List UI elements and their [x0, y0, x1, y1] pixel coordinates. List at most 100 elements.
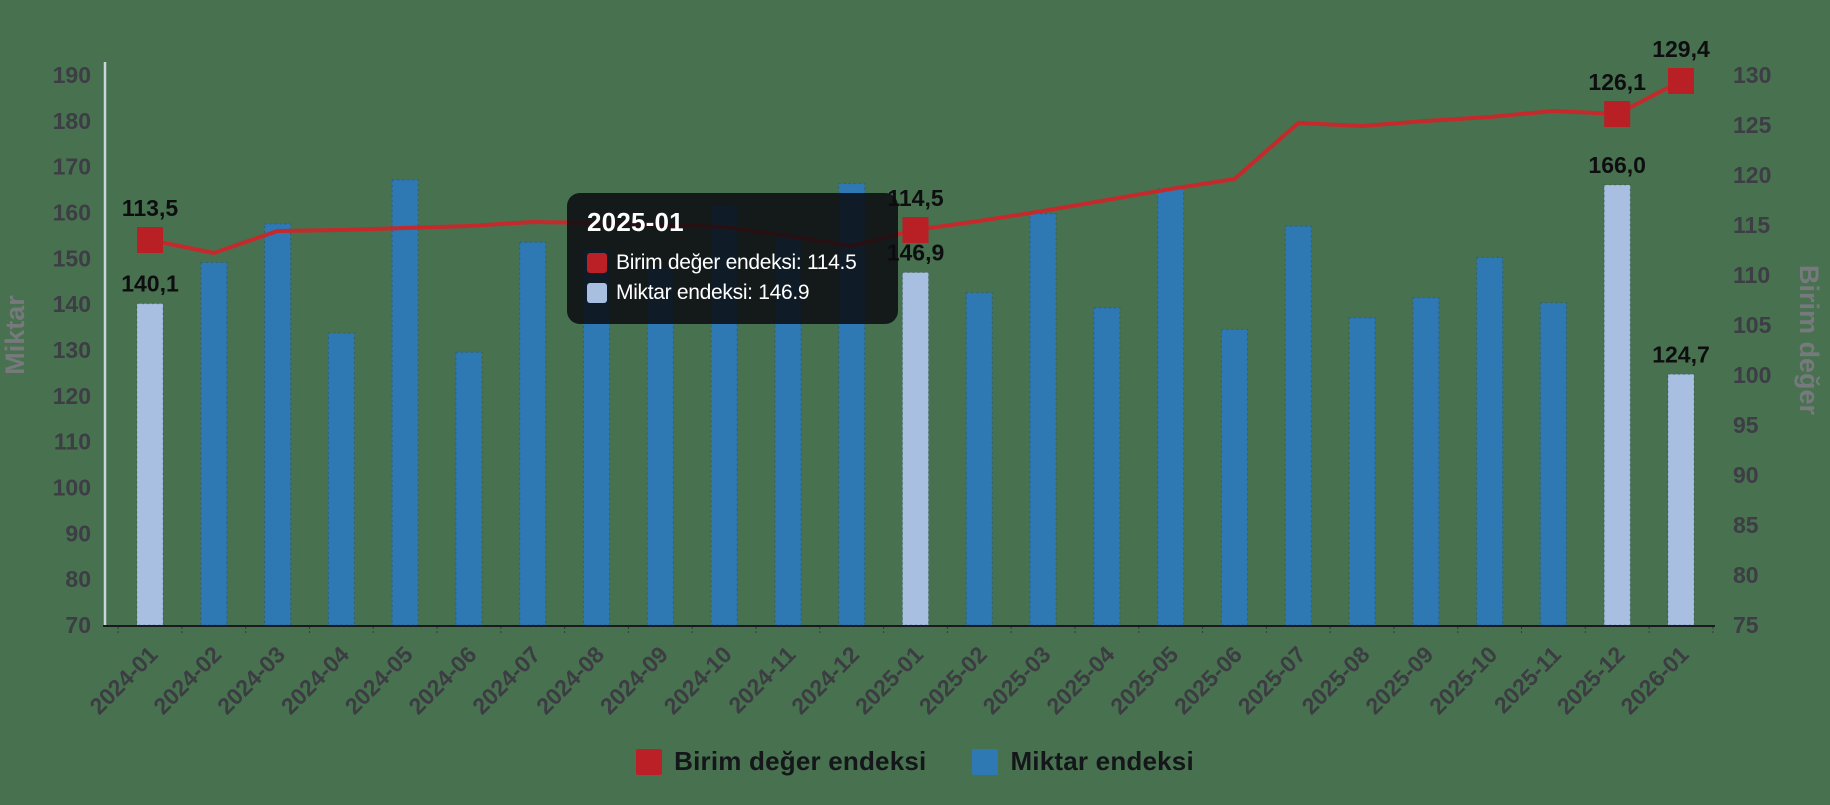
bar-2024-06[interactable]: [455, 351, 483, 626]
right-axis-tick-label: 105: [1733, 312, 1772, 338]
bar-2025-02[interactable]: [965, 292, 993, 626]
x-axis-label-2025-06: 2025-06: [1169, 641, 1247, 719]
x-axis-label-2025-01: 2025-01: [850, 641, 928, 719]
x-axis-label-2025-11: 2025-11: [1489, 641, 1566, 718]
bar-label-2026-01: 124,7: [1652, 341, 1710, 367]
x-axis-label-2025-07: 2025-07: [1233, 641, 1311, 719]
line-label-2024-01: 113,5: [122, 195, 178, 221]
marker-2025-12[interactable]: [1604, 101, 1631, 127]
bar-2024-09[interactable]: [646, 267, 674, 626]
marker-2026-01[interactable]: [1668, 68, 1694, 94]
x-axis-label-2025-12: 2025-12: [1552, 641, 1630, 719]
x-axis-label-2024-05: 2024-05: [340, 641, 418, 719]
right-axis-tick-label: 100: [1733, 362, 1771, 388]
x-axis-label-2025-10: 2025-10: [1424, 641, 1502, 719]
bar-2025-03[interactable]: [1029, 213, 1057, 626]
bar-2025-05[interactable]: [1157, 188, 1185, 626]
right-axis-tick-label: 90: [1733, 462, 1759, 488]
bar-2024-04[interactable]: [327, 332, 355, 626]
x-axis-label-2024-04: 2024-04: [276, 641, 354, 719]
left-axis-title: Miktar: [0, 295, 30, 375]
legend-label: Birim değer endeksi: [674, 746, 927, 776]
bar-2025-09[interactable]: [1412, 297, 1440, 626]
bar-2024-03[interactable]: [264, 223, 292, 626]
x-axis-label-2024-11: 2024-11: [723, 641, 800, 718]
right-axis-tick-label: 120: [1733, 162, 1771, 188]
bar-2024-05[interactable]: [391, 179, 419, 626]
left-axis-tick-label: 180: [53, 108, 91, 134]
x-axis-label-2024-01: 2024-01: [84, 641, 162, 719]
x-axis-label-2024-09: 2024-09: [595, 641, 673, 719]
line-label-2026-01: 129,4: [1652, 36, 1710, 62]
legend: Birim değer endeksi Miktar endeksi: [0, 746, 1830, 777]
bar-2025-12[interactable]: [1603, 184, 1631, 626]
x-axis-label-2024-10: 2024-10: [659, 641, 737, 719]
right-axis-tick-label: 85: [1733, 512, 1759, 538]
left-axis-tick-label: 130: [53, 337, 91, 363]
x-axis-label-2024-06: 2024-06: [403, 641, 481, 719]
left-axis-tick-label: 70: [65, 612, 91, 638]
bar-2024-01[interactable]: [136, 303, 164, 626]
bar-label-2025-12: 166,0: [1588, 152, 1646, 178]
bar-2026-01[interactable]: [1667, 373, 1695, 626]
right-axis-tick-label: 80: [1733, 562, 1759, 588]
legend-item-miktar-endeksi[interactable]: Miktar endeksi: [972, 746, 1194, 777]
bar-2025-04[interactable]: [1093, 307, 1121, 626]
bar-label-2024-01: 140,1: [121, 271, 179, 297]
legend-swatch-icon: [972, 748, 999, 775]
left-axis-tick-label: 100: [53, 475, 91, 501]
tooltip-row-0: Birim değer endeksi: 114.5: [587, 248, 880, 278]
tooltip-swatch-icon: [587, 283, 607, 303]
x-axis-label-2024-03: 2024-03: [212, 641, 290, 719]
x-axis-label-2025-05: 2025-05: [1105, 641, 1183, 719]
bar-2025-10[interactable]: [1476, 256, 1504, 626]
x-axis-label-2024-08: 2024-08: [531, 641, 609, 719]
legend-swatch-icon: [636, 748, 663, 775]
marker-2025-01[interactable]: [902, 217, 929, 243]
legend-item-birim-deger-endeksi[interactable]: Birim değer endeksi: [636, 746, 926, 777]
x-axis-label-2025-04: 2025-04: [1041, 641, 1119, 719]
tooltip-row-1: Miktar endeksi: 146.9: [587, 278, 880, 308]
left-axis-tick-label: 90: [65, 520, 91, 546]
left-axis-tick-label: 160: [53, 200, 91, 226]
x-axis-label-2025-08: 2025-08: [1296, 641, 1374, 719]
tooltip-swatch-icon: [587, 253, 607, 273]
tooltip-row-text: Miktar endeksi: 146.9: [616, 281, 810, 304]
x-axis-label-2024-02: 2024-02: [148, 641, 226, 719]
tooltip-rows: Birim değer endeksi: 114.5 Miktar endeksi…: [587, 248, 880, 308]
tooltip-title: 2025-01: [587, 207, 684, 237]
x-axis-label-2025-09: 2025-09: [1360, 641, 1438, 719]
bar-2024-07[interactable]: [519, 241, 547, 626]
right-axis-tick-label: 125: [1733, 112, 1772, 138]
left-axis-tick-label: 140: [53, 291, 91, 317]
x-axis-label-2024-07: 2024-07: [467, 641, 545, 719]
bar-2025-01[interactable]: [902, 272, 929, 626]
bar-2025-06[interactable]: [1220, 328, 1248, 626]
x-axis-label-2025-03: 2025-03: [978, 641, 1056, 719]
right-axis-tick-label: 75: [1733, 612, 1759, 638]
left-axis-tick-label: 120: [53, 383, 91, 409]
right-axis-tick-label: 95: [1733, 412, 1759, 438]
left-axis-tick-label: 110: [54, 429, 91, 455]
x-axis-label-2026-01: 2026-01: [1615, 641, 1693, 719]
tooltip-row-text: Birim değer endeksi: 114.5: [616, 251, 857, 274]
marker-2024-01[interactable]: [137, 227, 163, 253]
right-axis-tick-label: 130: [1733, 62, 1771, 88]
line-label-2025-12: 126,1: [1588, 69, 1646, 95]
left-axis-tick-label: 150: [53, 245, 91, 271]
bar-2025-11[interactable]: [1539, 302, 1567, 626]
left-axis-tick-label: 190: [53, 62, 91, 88]
x-axis-label-2024-12: 2024-12: [786, 641, 864, 719]
right-axis-title: Birim değer: [1794, 265, 1824, 416]
bar-2025-08[interactable]: [1348, 317, 1376, 626]
bar-2024-02[interactable]: [200, 261, 228, 626]
right-axis-tick-label: 110: [1733, 262, 1770, 288]
right-axis-tick-label: 115: [1733, 212, 1770, 238]
bar-2025-07[interactable]: [1284, 225, 1312, 626]
left-axis-tick-label: 170: [53, 154, 91, 180]
tooltip: 2025-01 Birim değer endeksi: 114.5 Miktar…: [567, 193, 898, 324]
legend-label: Miktar endeksi: [1010, 746, 1194, 776]
left-axis-tick-label: 80: [65, 566, 91, 592]
